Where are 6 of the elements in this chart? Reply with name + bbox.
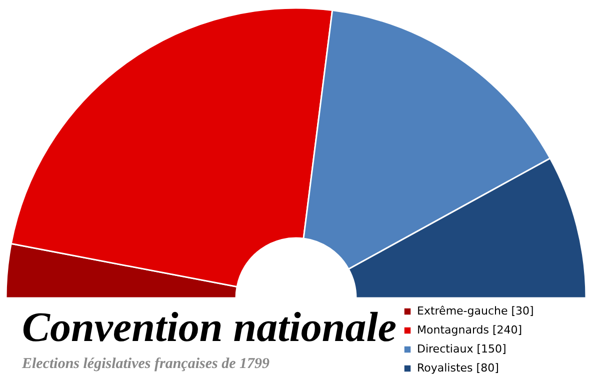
text: Elections législatives françaises de 1799 — [21, 356, 270, 372]
text: Convention nationale — [22, 305, 397, 351]
legend-label: Extrême-gauche [30] — [417, 304, 534, 318]
legend-label: Directiaux [150] — [417, 342, 506, 356]
legend-label: Montagnards [240] — [417, 324, 522, 336]
legend-label: Royalistes [80] — [417, 362, 499, 374]
